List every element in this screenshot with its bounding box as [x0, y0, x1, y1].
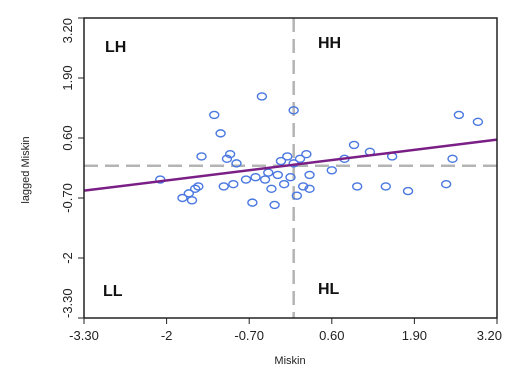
y-tick-label: 1.90	[60, 65, 75, 90]
data-point	[288, 106, 299, 115]
y-tick-label: -3.30	[60, 288, 75, 318]
data-point	[326, 166, 337, 175]
data-point	[215, 129, 226, 138]
data-point	[348, 140, 360, 150]
data-point	[304, 184, 315, 193]
data-point	[298, 182, 309, 191]
x-tick-label: -2	[161, 328, 173, 343]
y-tick-label: 0.60	[60, 125, 75, 150]
x-tick-label: -3.30	[69, 328, 99, 343]
data-point	[275, 156, 287, 166]
data-point	[278, 179, 290, 189]
x-tick-label: -0.70	[234, 328, 264, 343]
data-point	[282, 152, 293, 161]
data-point	[269, 200, 280, 210]
data-point	[221, 154, 233, 163]
y-tick-label: -2	[60, 252, 75, 264]
data-point	[294, 154, 306, 163]
data-point	[228, 179, 239, 189]
x-axis-ticks: -3.30 -2 -0.70 0.60 1.90 3.20	[69, 318, 502, 343]
y-axis-ticks: -3.30 -2 -0.70 0.60 1.90 3.20	[60, 17, 84, 319]
reference-lines	[84, 18, 497, 318]
data-point	[196, 152, 207, 161]
data-point	[304, 170, 315, 180]
data-point	[472, 117, 484, 127]
data-point	[193, 182, 204, 191]
quadrant-label-hh: HH	[318, 35, 341, 52]
regression-line	[83, 138, 498, 192]
data-point	[266, 184, 277, 193]
quadrant-label-ll: LL	[103, 283, 123, 300]
data-point	[240, 175, 252, 184]
data-point	[259, 175, 271, 184]
x-tick-label: 0.60	[319, 328, 344, 343]
data-point	[440, 179, 452, 189]
data-point	[209, 110, 220, 120]
data-point	[250, 173, 261, 182]
data-point	[402, 186, 414, 196]
data-point	[301, 149, 312, 159]
y-tick-label: -0.70	[60, 183, 75, 213]
data-point	[453, 110, 465, 120]
data-point	[186, 196, 198, 205]
y-axis-title: lagged Miskin	[20, 136, 32, 203]
data-point	[272, 170, 283, 180]
quadrant-label-lh: LH	[105, 39, 126, 56]
data-point	[183, 189, 195, 198]
data-point	[189, 184, 201, 193]
data-point	[224, 149, 236, 159]
x-axis-title: Miskin	[274, 355, 305, 367]
data-points	[155, 92, 484, 210]
data-point	[352, 182, 363, 191]
data-point	[291, 191, 303, 200]
data-point	[447, 154, 458, 163]
plot-frame	[83, 17, 498, 319]
data-point	[247, 198, 258, 207]
quadrant-label-hl: HL	[318, 281, 340, 298]
data-point	[256, 92, 268, 101]
data-point	[263, 168, 274, 177]
data-point	[380, 182, 392, 191]
data-point	[231, 159, 242, 168]
y-tick-label: 3.20	[60, 18, 75, 43]
data-point	[177, 193, 188, 203]
data-point	[285, 173, 296, 182]
data-point	[218, 182, 229, 191]
x-tick-label: 3.20	[477, 328, 502, 343]
x-tick-label: 1.90	[402, 328, 427, 343]
